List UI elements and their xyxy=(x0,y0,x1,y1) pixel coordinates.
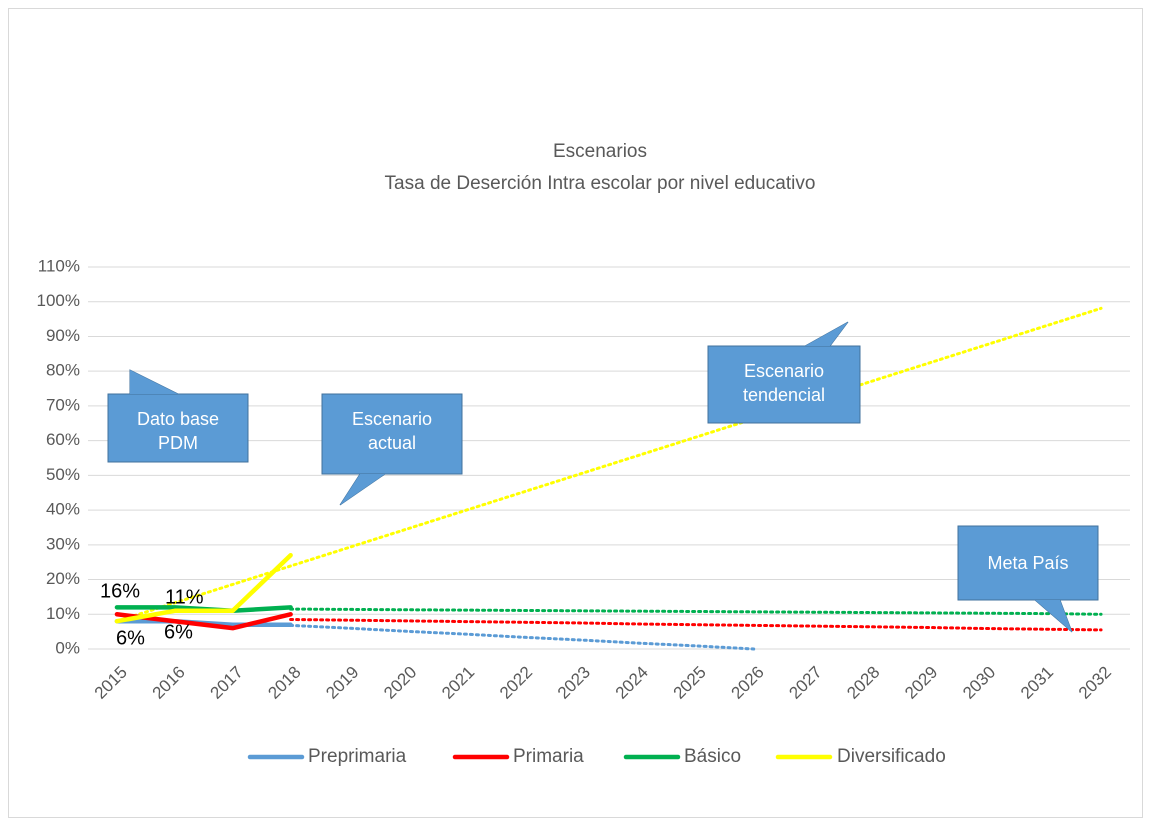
y-tick-label: 70% xyxy=(46,395,80,414)
trendline xyxy=(289,617,1103,632)
legend-label: Diversificado xyxy=(837,746,946,767)
y-tick-label: 100% xyxy=(37,291,80,310)
trendline xyxy=(289,607,1103,616)
callout-text: tendencial xyxy=(743,385,825,405)
y-tick-label: 20% xyxy=(46,569,80,588)
trendline xyxy=(289,623,756,651)
callout: Dato base PDM xyxy=(107,369,249,463)
y-tick-label: 90% xyxy=(46,326,80,345)
callout-text: Escenario xyxy=(744,361,824,381)
callout-text: Escenario xyxy=(352,409,432,429)
y-tick-label: 10% xyxy=(46,604,80,623)
trendline xyxy=(115,306,1103,623)
callout-joint xyxy=(1035,600,1072,632)
callout-joint xyxy=(805,322,848,346)
legend-label: Preprimaria xyxy=(308,746,407,767)
callout: Escenario tendencial xyxy=(707,321,861,424)
y-tick-label: 110% xyxy=(38,256,80,275)
callout-box xyxy=(107,393,249,463)
callout: Meta País xyxy=(957,525,1099,633)
legend-label: Básico xyxy=(684,746,741,767)
point-label: 6% xyxy=(164,621,193,643)
point-label: 6% xyxy=(116,627,145,649)
y-tick-label: 40% xyxy=(46,500,80,519)
callout-text: actual xyxy=(368,433,416,453)
callout: Escenario actual xyxy=(321,393,463,506)
y-tick-label: 0% xyxy=(55,638,80,657)
point-label: 11% xyxy=(165,586,204,608)
chart-subtitle: Tasa de Deserción Intra escolar por nive… xyxy=(385,173,816,194)
callout-box xyxy=(707,345,861,424)
y-tick-label: 60% xyxy=(46,430,80,449)
callout-text: Meta País xyxy=(987,553,1068,573)
callout-text: PDM xyxy=(158,433,198,453)
point-label: 16% xyxy=(100,580,140,602)
callout-joint xyxy=(130,370,178,394)
y-tick-label: 80% xyxy=(46,361,80,380)
y-tick-label: 30% xyxy=(46,534,80,553)
series-line xyxy=(114,552,293,624)
callout-box xyxy=(321,393,463,475)
legend-label: Primaria xyxy=(513,746,584,767)
callout-joint xyxy=(340,474,385,505)
y-tick-label: 50% xyxy=(46,465,80,484)
callout-text: Dato base xyxy=(137,409,219,429)
chart-title: Escenarios xyxy=(553,141,647,162)
callout-box xyxy=(957,525,1099,601)
